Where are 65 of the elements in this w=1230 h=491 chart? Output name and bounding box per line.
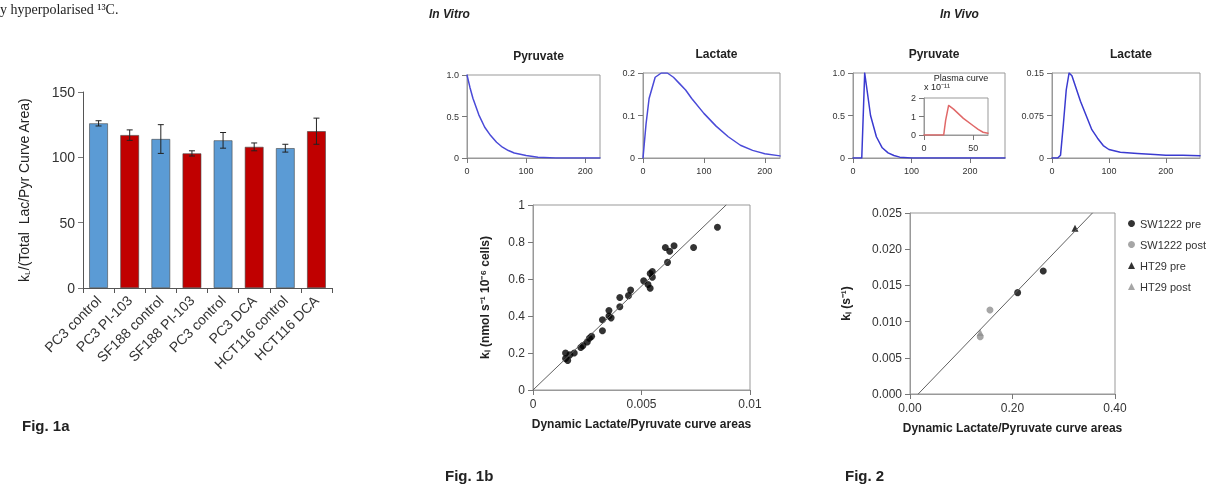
legend-label: HT29 post (1140, 280, 1191, 293)
chart-title: Lactate (695, 47, 738, 61)
x-tick-label: 0.40 (1103, 401, 1127, 415)
y-tick-label: 0.4 (508, 309, 526, 323)
x-tick-label: 0 (640, 165, 646, 176)
legend-label: SW1222 pre (1140, 217, 1202, 230)
caption: Fig. 2 (845, 467, 885, 484)
y-tick-label: 0 (67, 280, 76, 296)
x-axis-title: Dynamic Lactate/Pyruvate curve areas (902, 421, 1123, 435)
x-axis-title: Dynamic Lactate/Pyruvate curve areas (531, 417, 752, 431)
y-tick-label: 150 (51, 84, 76, 100)
y-tick-label: 0.075 (1021, 110, 1044, 121)
y-tick-label: 1.0 (446, 70, 459, 80)
x-tick-label: 200 (962, 165, 978, 176)
x-tick-label: 100 (696, 165, 712, 176)
y-tick-label: 0.5 (446, 111, 459, 122)
x-tick-label: 200 (577, 165, 593, 176)
y-tick-label: 0 (453, 153, 459, 163)
y-tick-label: 0.1 (622, 110, 635, 121)
chart-title: Plasma curve (933, 72, 989, 83)
y-tick-label: 1 (518, 198, 526, 212)
y-tick-label: 0 (839, 153, 845, 163)
y-tick-label: 0 (910, 130, 916, 140)
caption: Fig. 1b (445, 467, 494, 484)
y-tick-label: 0.15 (1026, 68, 1044, 78)
y-tick-label: 0 (629, 153, 635, 163)
y-axis-title: kₗ (s⁻¹) (839, 286, 853, 321)
legend-label: SW1222 post (1140, 238, 1207, 251)
text: In Vivo (940, 7, 979, 21)
x-tick-label: 0.01 (738, 397, 762, 411)
y-tick-label: 0.020 (871, 242, 903, 257)
y-tick-label: 1.0 (832, 68, 845, 78)
x-tick-label: 0 (529, 397, 537, 411)
text: In Vitro (429, 7, 470, 21)
text: y hyperpolarised ¹³C. (0, 1, 119, 17)
y-tick-label: 1 (910, 111, 916, 122)
x-tick-label: 0 (464, 165, 470, 176)
y-tick-label: 0.000 (871, 387, 903, 401)
x-tick-label: 0 (850, 165, 856, 176)
x-tick-label: 200 (1158, 165, 1174, 176)
y-tick-label: 50 (59, 214, 76, 231)
caption: Fig. 1a (22, 417, 71, 434)
x-tick-label: 0.00 (898, 401, 922, 415)
x-tick-label: 100 (1101, 165, 1117, 176)
y-tick-label: 0 (518, 383, 526, 397)
y-tick-label: 0.2 (622, 68, 635, 78)
y-tick-label: 0.2 (508, 346, 526, 360)
y-tick-label: 0.015 (871, 278, 903, 293)
x-tick-label: 0.20 (1000, 401, 1025, 415)
annotation: x 10⁻¹¹ (924, 81, 951, 92)
y-tick-label: 0.5 (832, 110, 845, 121)
chart-title: Lactate (1109, 47, 1153, 61)
x-tick-label: 200 (757, 165, 773, 176)
y-tick-label: 0.8 (508, 235, 526, 249)
y-tick-label: 2 (910, 93, 916, 103)
y-tick-label: 0.010 (871, 314, 903, 329)
x-tick-label: 0 (1049, 165, 1055, 176)
chart-title: Pyruvate (908, 47, 960, 61)
y-tick-label: 0.6 (508, 272, 526, 286)
y-axis-title: kL/(Total Lac/Pyr Curve Area) (16, 98, 32, 283)
y-axis-title: kₗ (nmol s⁻¹ 10⁻⁶ cells) (478, 236, 492, 359)
legend-label: HT29 pre (1140, 259, 1186, 272)
chart-title: Pyruvate (513, 49, 565, 63)
y-tick-label: 0.025 (871, 206, 903, 220)
y-tick-label: 0 (1038, 153, 1044, 163)
